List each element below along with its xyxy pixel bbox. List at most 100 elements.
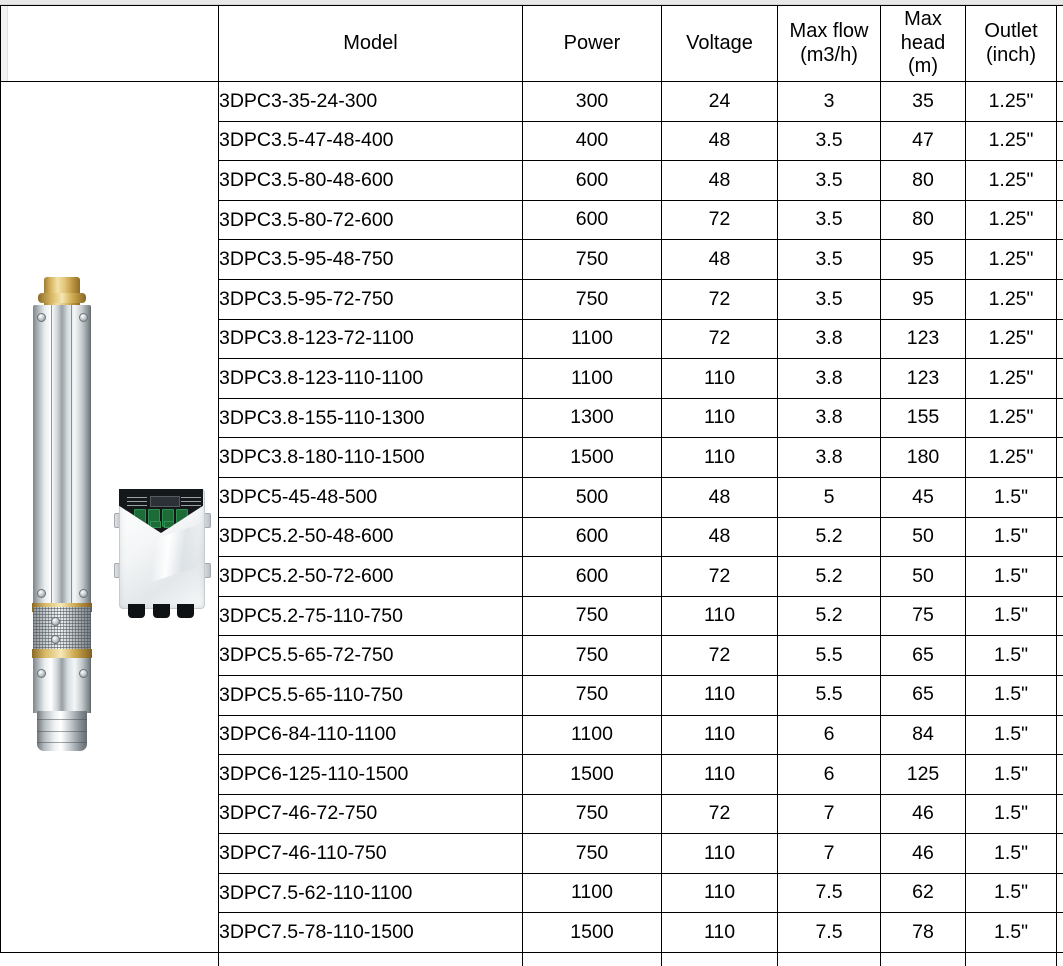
cell-voltage[interactable]: 110 xyxy=(662,715,778,755)
cell-flow[interactable]: 3.5 xyxy=(778,121,881,161)
cell-voltage[interactable]: 48 xyxy=(662,161,778,201)
cell-flow[interactable]: 6 xyxy=(778,715,881,755)
cell-voltage[interactable]: 72 xyxy=(662,557,778,597)
cell-model[interactable]: 3DPC5.2-50-72-600 xyxy=(219,557,523,597)
cell-head[interactable]: 65 xyxy=(881,675,966,715)
cell-outlet[interactable]: 1.5" xyxy=(966,913,1057,953)
cell-head[interactable]: 95 xyxy=(881,240,966,280)
cell-outlet[interactable]: 1.5" xyxy=(966,477,1057,517)
cell-flow[interactable]: 5.5 xyxy=(778,636,881,676)
cell-power[interactable]: 600 xyxy=(523,161,662,201)
cell-voltage[interactable]: 48 xyxy=(662,477,778,517)
cell-tail[interactable] xyxy=(1057,596,1063,636)
cell-head[interactable]: 155 xyxy=(881,398,966,438)
cell-tail[interactable] xyxy=(1057,794,1063,834)
cell-flow[interactable]: 7 xyxy=(778,834,881,874)
cell-outlet[interactable]: 1.5" xyxy=(966,517,1057,557)
cell-flow[interactable]: 3.5 xyxy=(778,240,881,280)
cell-model[interactable]: 3DPC3.8-180-110-1500 xyxy=(219,438,523,478)
cell-outlet[interactable]: 1.25" xyxy=(966,438,1057,478)
cell-head[interactable]: 46 xyxy=(881,794,966,834)
cell-power[interactable]: 600 xyxy=(523,517,662,557)
cell-voltage[interactable]: 110 xyxy=(662,398,778,438)
cell-power[interactable]: 750 xyxy=(523,279,662,319)
cell-voltage[interactable]: 48 xyxy=(662,240,778,280)
cell-head[interactable]: 65 xyxy=(881,636,966,676)
cell-head[interactable]: 80 xyxy=(881,200,966,240)
cell-voltage[interactable]: 72 xyxy=(662,279,778,319)
cell-tail[interactable] xyxy=(1057,82,1063,122)
cell-voltage[interactable]: 72 xyxy=(662,794,778,834)
cell-flow[interactable]: 5.2 xyxy=(778,557,881,597)
cell-tail[interactable] xyxy=(1057,557,1063,597)
cell-tail[interactable] xyxy=(1057,200,1063,240)
cell-head[interactable]: 123 xyxy=(881,319,966,359)
cell-outlet[interactable]: 1.25" xyxy=(966,359,1057,399)
cell-outlet[interactable]: 1.5" xyxy=(966,675,1057,715)
cell-model[interactable]: 3DPC3.8-123-110-1100 xyxy=(219,359,523,399)
cell-voltage[interactable]: 110 xyxy=(662,834,778,874)
cell-tail[interactable] xyxy=(1057,834,1063,874)
cell-model[interactable]: 3DPC6-84-110-1100 xyxy=(219,715,523,755)
cell-tail[interactable] xyxy=(1057,240,1063,280)
cell-tail[interactable] xyxy=(1057,161,1063,201)
cell-flow[interactable]: 3.5 xyxy=(778,279,881,319)
cell-outlet[interactable]: 1.25" xyxy=(966,161,1057,201)
cell-model[interactable]: 3DPC3.5-95-72-750 xyxy=(219,279,523,319)
cell-power[interactable]: 1500 xyxy=(523,755,662,795)
cell-voltage[interactable]: 110 xyxy=(662,596,778,636)
cell-power[interactable]: 1500 xyxy=(523,438,662,478)
cell-flow[interactable]: 6 xyxy=(778,755,881,795)
cell-outlet[interactable]: 1.5" xyxy=(966,755,1057,795)
cell-outlet[interactable]: 1.25" xyxy=(966,121,1057,161)
cell-outlet[interactable]: 1.5" xyxy=(966,557,1057,597)
cell-model[interactable]: 3DPC7-46-72-750 xyxy=(219,794,523,834)
cell-power[interactable]: 1100 xyxy=(523,873,662,913)
cell-head[interactable]: 46 xyxy=(881,834,966,874)
cell-model[interactable]: 3DPC3.5-95-48-750 xyxy=(219,240,523,280)
cell-outlet[interactable]: 1.25" xyxy=(966,200,1057,240)
cell-power[interactable]: 750 xyxy=(523,675,662,715)
cell-model[interactable]: 3DPC5.5-65-72-750 xyxy=(219,636,523,676)
cell-head[interactable]: 180 xyxy=(881,438,966,478)
cell-flow[interactable]: 3.8 xyxy=(778,438,881,478)
cell-voltage[interactable]: 48 xyxy=(662,121,778,161)
cell-model[interactable]: 3DPC5.5-65-110-750 xyxy=(219,675,523,715)
cell-model[interactable]: 3DPC3.5-80-48-600 xyxy=(219,161,523,201)
cell-empty[interactable] xyxy=(966,953,1057,966)
cell-tail[interactable] xyxy=(1057,913,1063,953)
cell-voltage[interactable]: 48 xyxy=(662,517,778,557)
cell-flow[interactable]: 5.2 xyxy=(778,517,881,557)
cell-tail[interactable] xyxy=(1057,279,1063,319)
cell-power[interactable]: 400 xyxy=(523,121,662,161)
cell-model[interactable]: 3DPC3-35-24-300 xyxy=(219,82,523,122)
cell-power[interactable]: 600 xyxy=(523,200,662,240)
cell-model[interactable]: 3DPC3.5-80-72-600 xyxy=(219,200,523,240)
cell-power[interactable]: 1100 xyxy=(523,359,662,399)
cell-power[interactable]: 750 xyxy=(523,596,662,636)
cell-tail[interactable] xyxy=(1057,675,1063,715)
cell-outlet[interactable]: 1.5" xyxy=(966,596,1057,636)
cell-model[interactable]: 3DPC7.5-62-110-1100 xyxy=(219,873,523,913)
cell-model[interactable]: 3DPC3.8-155-110-1300 xyxy=(219,398,523,438)
cell-head[interactable]: 78 xyxy=(881,913,966,953)
cell-voltage[interactable]: 24 xyxy=(662,82,778,122)
cell-outlet[interactable]: 1.25" xyxy=(966,319,1057,359)
cell-model[interactable]: 3DPC5.2-75-110-750 xyxy=(219,596,523,636)
cell-power[interactable]: 750 xyxy=(523,794,662,834)
cell-model[interactable]: 3DPC3.5-47-48-400 xyxy=(219,121,523,161)
cell-outlet[interactable]: 1.25" xyxy=(966,240,1057,280)
cell-model[interactable]: 3DPC7.5-78-110-1500 xyxy=(219,913,523,953)
cell-voltage[interactable]: 110 xyxy=(662,438,778,478)
cell-outlet[interactable]: 1.25" xyxy=(966,398,1057,438)
cell-outlet[interactable]: 1.5" xyxy=(966,636,1057,676)
cell-tail[interactable] xyxy=(1057,755,1063,795)
cell-head[interactable]: 45 xyxy=(881,477,966,517)
cell-voltage[interactable]: 72 xyxy=(662,319,778,359)
cell-empty[interactable] xyxy=(1057,953,1063,966)
cell-power[interactable]: 750 xyxy=(523,636,662,676)
cell-flow[interactable]: 7 xyxy=(778,794,881,834)
cell-outlet[interactable]: 1.5" xyxy=(966,834,1057,874)
cell-flow[interactable]: 5 xyxy=(778,477,881,517)
